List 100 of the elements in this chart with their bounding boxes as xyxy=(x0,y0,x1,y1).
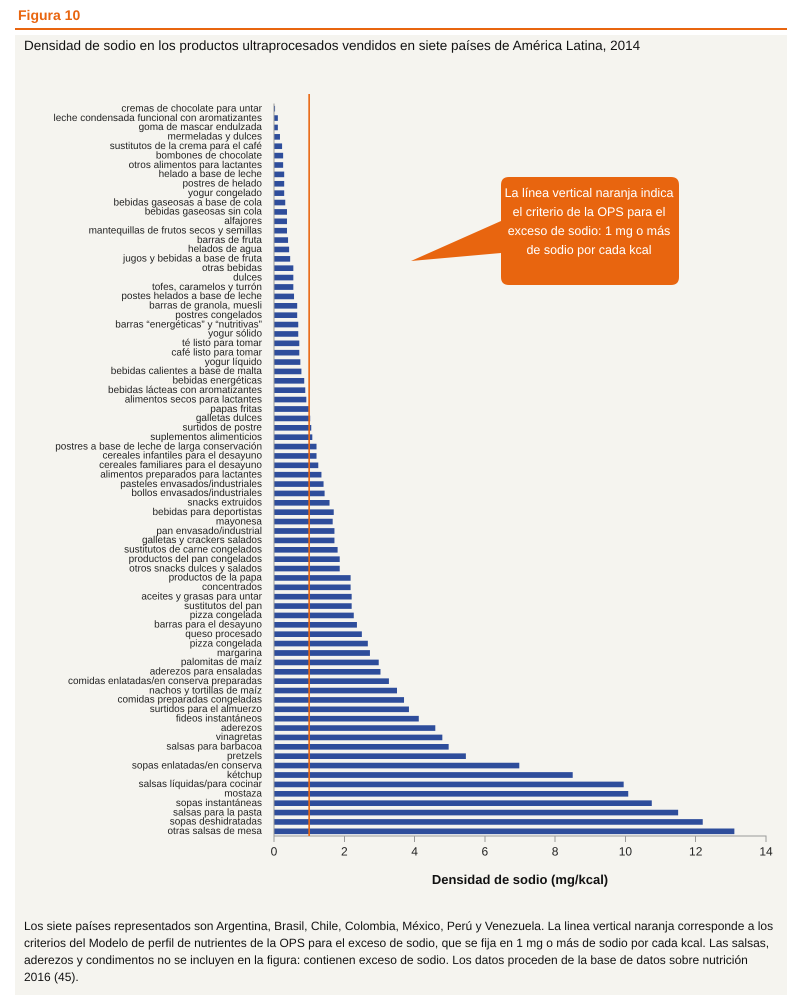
bar xyxy=(274,697,404,703)
bar xyxy=(274,612,354,618)
y-tick-label: aderezos para ensaladas xyxy=(150,666,262,678)
y-tick-label: postres de helado xyxy=(182,178,262,190)
bar xyxy=(274,218,288,224)
bar xyxy=(274,115,278,121)
y-tick-label: kétchup xyxy=(226,770,262,781)
x-tick-label: 6 xyxy=(482,844,489,859)
y-tick-label: galletas dulces xyxy=(196,413,262,424)
bar xyxy=(274,462,318,468)
y-tick-label: bebidas lácteas con aromatizantes xyxy=(108,384,262,396)
y-tick-label: pizza congelada xyxy=(190,610,262,622)
y-tick-label: yogur congelado xyxy=(188,188,262,199)
y-tick-label: nachos y tortillas de maíz xyxy=(149,685,262,696)
y-tick-label: pan envasado/industrial xyxy=(156,526,262,537)
bar xyxy=(274,134,280,140)
bar xyxy=(274,152,284,158)
bar xyxy=(274,622,357,628)
bar xyxy=(274,782,624,788)
bar xyxy=(274,819,703,825)
x-tick-label: 0 xyxy=(270,844,278,859)
bar xyxy=(274,762,520,768)
bar xyxy=(274,706,409,712)
bar xyxy=(274,744,449,750)
y-tick-label: sopas deshidratadas xyxy=(170,816,262,828)
y-tick-label: postres congelados xyxy=(175,310,262,321)
y-tick-label: alimentos preparados para lactantes xyxy=(100,469,262,480)
y-tick-label: bebidas gaseosas sin cola xyxy=(144,206,262,218)
bar xyxy=(274,322,298,328)
bar xyxy=(274,753,466,760)
y-tick-label: comidas preparadas congeladas xyxy=(117,694,262,706)
y-tick-label: postes helados a base de leche xyxy=(121,291,262,302)
y-tick-label: goma de mascar endulzada xyxy=(138,122,262,134)
x-tick-label: 10 xyxy=(618,844,632,859)
bar xyxy=(274,162,284,168)
y-tick-label: jugos y bebidas a base de fruta xyxy=(122,254,262,265)
bar xyxy=(274,660,379,666)
bar xyxy=(274,274,294,280)
bar xyxy=(274,481,324,487)
bar xyxy=(274,359,300,365)
y-tick-label: bebidas calientes a base de malta xyxy=(110,366,262,378)
bar xyxy=(274,828,734,834)
bar xyxy=(274,490,325,496)
y-tick-label: salsas para la pasta xyxy=(173,807,262,818)
bar xyxy=(274,790,628,797)
bar xyxy=(274,340,300,346)
y-tick-label: comidas enlatadas/en conserva preparadas xyxy=(68,676,262,687)
bar xyxy=(274,810,678,816)
bar xyxy=(274,575,351,581)
y-tick-label: salsas líquidas/para cocinar xyxy=(138,779,263,790)
x-tick-label: 4 xyxy=(411,844,418,859)
bar xyxy=(274,631,362,638)
y-tick-label: sustitutos de la crema para el café xyxy=(110,140,262,152)
y-tick-label: café listo para tomar xyxy=(171,347,263,358)
y-tick-label: barras “energéticas” y “nutritivas” xyxy=(115,319,262,330)
y-tick-label: aderezos xyxy=(220,722,262,734)
y-tick-label: yogur líquido xyxy=(204,356,262,368)
bar xyxy=(274,734,442,740)
bar xyxy=(274,528,334,534)
y-tick-label: sustitutos del pan xyxy=(184,600,262,612)
x-tick-label: 2 xyxy=(340,844,348,859)
annotation: La línea vertical naranja indica el criterio de la OPS para el exceso de sodio: 1 mg o más de sodio por cada kcal xyxy=(504,185,674,259)
y-tick-label: alimentos secos para lactantes xyxy=(124,394,262,406)
bar xyxy=(274,678,389,684)
y-tick-label: mantequillas de frutos secos y semillas xyxy=(88,225,262,236)
y-tick-label: vinagretas xyxy=(216,732,262,744)
bar xyxy=(274,406,308,412)
y-tick-label: mayonesa xyxy=(216,516,262,528)
bar xyxy=(274,500,330,506)
bar xyxy=(274,556,340,562)
bar xyxy=(274,538,334,544)
y-tick-label: pasteles envasados/industriales xyxy=(120,478,262,490)
y-tick-label: otras bebidas xyxy=(202,262,262,274)
y-tick-label: pretzels xyxy=(226,750,262,762)
y-tick-label: pizza congelada xyxy=(190,638,262,650)
bar xyxy=(274,396,306,402)
y-tick-label: papas fritas xyxy=(210,404,262,415)
y-tick-label: yogur sólido xyxy=(208,328,262,340)
bar xyxy=(274,378,304,384)
bar xyxy=(274,265,294,272)
bar xyxy=(274,246,290,252)
y-tick-label: palomitas de maíz xyxy=(180,657,262,668)
y-tick-label: bollos envasados/industriales xyxy=(131,488,262,500)
bar xyxy=(274,368,302,374)
y-tick-label: galletas y crackers salados xyxy=(142,535,262,546)
y-tick-label: otras salsas de mesa xyxy=(168,826,262,838)
y-tick-label: suplementos alimenticios xyxy=(150,432,262,443)
y-tick-label: sustitutos de carne congelados xyxy=(124,544,262,556)
bar xyxy=(274,256,290,262)
x-tick-label: 8 xyxy=(552,844,559,859)
y-tick-label: bebidas para deportistas xyxy=(152,506,262,518)
y-tick-label: snacks extruidos xyxy=(188,498,262,509)
y-tick-label: salsas para barbacoa xyxy=(166,742,262,753)
y-tick-label: postres a base de leche de larga conservación xyxy=(55,441,262,452)
bar xyxy=(274,302,298,309)
bar xyxy=(274,603,352,609)
y-tick-label: sopas instantáneas xyxy=(176,798,262,809)
bar xyxy=(274,424,312,431)
bar xyxy=(274,688,397,694)
y-tick-label: surtidos de postre xyxy=(182,422,262,434)
